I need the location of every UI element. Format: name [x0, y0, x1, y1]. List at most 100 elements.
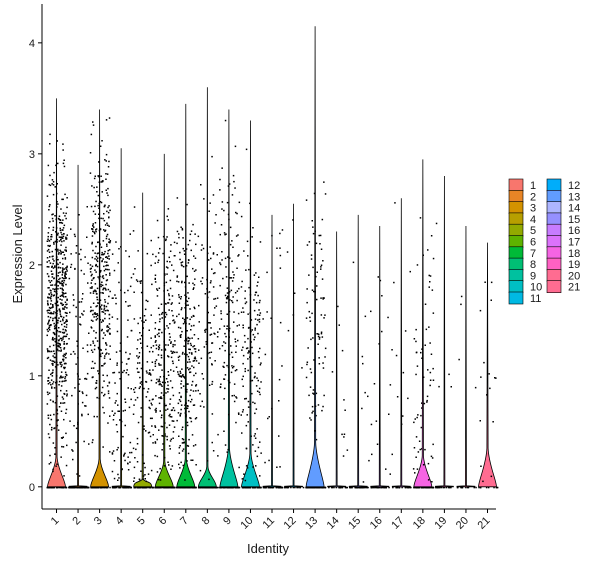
point — [70, 266, 72, 268]
point — [184, 302, 187, 305]
point — [46, 334, 48, 337]
point — [62, 336, 64, 339]
point — [244, 479, 247, 482]
point — [242, 311, 245, 313]
point — [154, 442, 157, 444]
point — [91, 351, 94, 353]
point — [140, 334, 143, 337]
point — [490, 299, 492, 301]
point — [136, 348, 138, 350]
point — [64, 335, 66, 338]
point — [63, 240, 65, 242]
point — [98, 217, 100, 220]
point — [191, 380, 194, 383]
point — [62, 284, 64, 286]
point — [116, 362, 118, 364]
point — [371, 486, 373, 489]
point — [253, 376, 256, 379]
point — [47, 302, 49, 304]
point — [82, 347, 84, 349]
point — [197, 389, 199, 392]
point — [62, 308, 64, 310]
point — [406, 486, 409, 489]
point — [279, 486, 281, 489]
point — [182, 265, 185, 268]
point — [179, 327, 182, 329]
point — [168, 445, 171, 447]
point — [190, 249, 192, 252]
point — [217, 331, 219, 333]
point — [250, 341, 252, 343]
point — [100, 329, 103, 332]
point — [96, 252, 99, 255]
point — [53, 333, 56, 335]
point — [50, 303, 52, 305]
point — [126, 336, 129, 338]
point — [313, 290, 315, 293]
points-cluster-13 — [305, 181, 327, 489]
point — [430, 353, 433, 355]
point — [157, 486, 160, 489]
point — [190, 344, 192, 347]
point — [188, 438, 190, 441]
point — [258, 309, 260, 311]
point — [187, 262, 190, 264]
point — [149, 486, 151, 489]
point — [55, 304, 57, 306]
point — [75, 363, 77, 365]
point — [231, 260, 233, 263]
point — [112, 450, 115, 452]
point — [232, 331, 234, 333]
point — [232, 296, 234, 298]
point — [57, 250, 59, 252]
point — [64, 371, 67, 374]
point — [253, 274, 256, 276]
point — [52, 312, 55, 315]
point — [172, 362, 174, 365]
point — [209, 334, 211, 336]
point — [201, 373, 203, 375]
point — [388, 413, 390, 415]
legend-key-15 — [546, 212, 562, 226]
point — [56, 256, 58, 258]
point — [51, 179, 54, 181]
point — [214, 307, 216, 309]
point — [108, 258, 110, 260]
point — [310, 371, 313, 374]
x-axis-title: Identity — [247, 541, 289, 556]
point — [127, 319, 129, 321]
point — [62, 360, 65, 362]
point — [47, 349, 49, 352]
point — [97, 204, 99, 207]
point — [53, 260, 55, 262]
point — [63, 268, 66, 270]
point — [47, 486, 50, 489]
point — [56, 238, 58, 241]
point — [136, 461, 139, 463]
point — [68, 338, 70, 340]
point — [104, 288, 107, 290]
point — [162, 435, 164, 437]
point — [278, 400, 280, 402]
point — [79, 378, 81, 380]
point — [92, 439, 94, 441]
point — [105, 173, 107, 175]
point — [60, 315, 62, 317]
point — [49, 256, 51, 258]
point — [50, 290, 52, 292]
point — [237, 412, 240, 414]
point — [124, 398, 126, 400]
point — [64, 275, 66, 277]
point — [449, 486, 451, 489]
point — [189, 308, 191, 310]
point — [50, 236, 52, 238]
point — [106, 243, 108, 246]
point — [58, 330, 60, 333]
point — [65, 277, 67, 279]
point — [311, 289, 314, 291]
point — [394, 202, 396, 204]
point — [156, 219, 159, 222]
point — [432, 443, 434, 446]
point — [172, 370, 175, 372]
point — [55, 218, 57, 221]
